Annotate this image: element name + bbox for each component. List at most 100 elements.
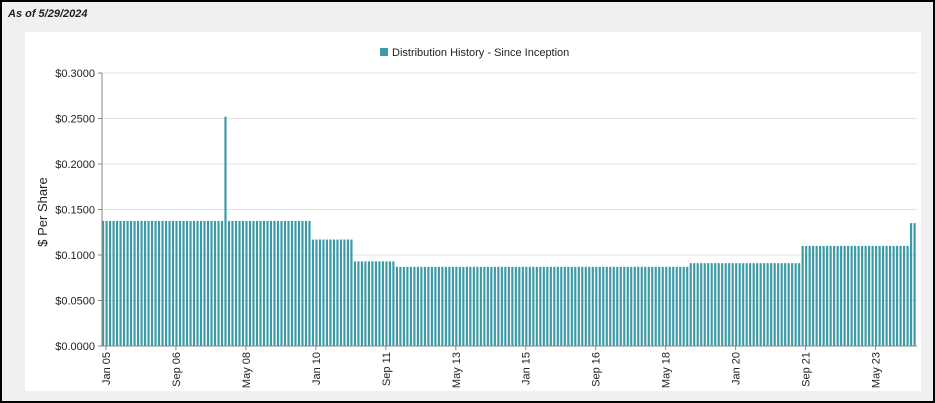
bar: [199, 220, 203, 347]
bar: [458, 266, 461, 346]
bar: [787, 263, 790, 346]
bar: [654, 266, 657, 346]
bar: [294, 220, 297, 347]
bar: [630, 266, 633, 346]
bar: [283, 220, 287, 347]
y-tick-label: $0.0000: [55, 341, 95, 353]
bar: [609, 266, 612, 346]
y-tick-label: $0.2500: [55, 114, 95, 126]
bar: [658, 266, 661, 346]
bar: [675, 266, 678, 346]
bar: [479, 266, 482, 346]
distribution-chart: $0.0000 $0.0500 $0.1000 $0.1500 $0.2000 $0.25…: [35, 47, 917, 388]
bar: [766, 263, 769, 346]
bar: [168, 220, 171, 347]
y-tick-label: $0.3000: [55, 68, 95, 80]
bar: [854, 245, 857, 346]
bar: [857, 245, 860, 346]
bar: [441, 266, 444, 346]
bar: [360, 261, 364, 346]
bar: [612, 266, 615, 346]
bar: [490, 266, 493, 346]
bar: [546, 266, 549, 346]
bar: [875, 245, 878, 346]
bar: [752, 263, 755, 346]
bar: [567, 266, 570, 346]
bar: [245, 220, 248, 347]
bar: [710, 263, 713, 346]
bar: [903, 245, 906, 346]
bar: [322, 239, 325, 346]
bar: [626, 266, 629, 346]
bar: [301, 220, 304, 347]
bar: [500, 266, 503, 346]
legend-label: Distribution History - Since Inception: [392, 47, 569, 59]
bar: [514, 266, 517, 346]
bar: [717, 263, 720, 346]
bar: [896, 245, 899, 346]
bar: [801, 245, 804, 346]
bar: [381, 261, 384, 346]
bar: [574, 266, 577, 346]
y-tick-label: $0.1500: [55, 205, 95, 217]
bar: [906, 245, 909, 346]
x-tick-label: Sep 06: [171, 352, 183, 387]
x-tick-label: Sep 21: [801, 352, 813, 387]
bar: [829, 245, 832, 346]
y-tick-label: $0.0500: [55, 296, 95, 308]
bar: [346, 239, 350, 346]
bar: [325, 239, 329, 346]
bar: [805, 245, 808, 346]
bar: [885, 245, 888, 346]
bars: [102, 116, 916, 347]
bar: [588, 266, 591, 346]
bar: [749, 263, 752, 346]
axes: [98, 72, 917, 350]
bar: [315, 239, 318, 346]
bar: [241, 220, 245, 347]
legend[interactable]: Distribution History - Since Inception: [380, 47, 569, 59]
bar: [889, 245, 892, 346]
bar: [507, 266, 510, 346]
bar: [203, 220, 206, 347]
bar: [864, 245, 867, 346]
bar: [595, 266, 598, 346]
bar: [451, 266, 454, 346]
bar: [339, 239, 343, 346]
bar: [455, 266, 458, 346]
bar: [661, 266, 664, 346]
bar: [868, 245, 871, 346]
bar: [262, 220, 266, 347]
bar: [528, 266, 531, 346]
bar: [105, 220, 108, 347]
y-tick-label: $0.1000: [55, 250, 95, 262]
bar: [504, 266, 507, 346]
bar: [133, 220, 136, 347]
bar: [290, 220, 294, 347]
x-tick-label: May 13: [451, 352, 463, 388]
bar: [910, 223, 913, 346]
bar: [416, 266, 419, 346]
bar: [185, 220, 189, 347]
bar: [707, 263, 710, 346]
bar: [413, 266, 416, 346]
bar: [476, 266, 479, 346]
bar: [808, 245, 811, 346]
bar: [833, 245, 836, 346]
bar: [399, 266, 402, 346]
bar: [689, 263, 692, 346]
bar: [350, 239, 353, 346]
y-axis-label: $ Per Share: [35, 177, 50, 246]
bar: [556, 266, 559, 346]
bar: [651, 266, 654, 346]
y-tick-labels: $0.0000 $0.0500 $0.1000 $0.1500 $0.2000 $0.25…: [55, 68, 95, 353]
bar: [150, 220, 154, 347]
bar: [420, 266, 423, 346]
bar: [539, 266, 542, 346]
bar: [444, 266, 447, 346]
bar: [679, 266, 682, 346]
bar: [882, 245, 885, 346]
bar: [647, 266, 650, 346]
bar: [129, 220, 133, 347]
bar: [798, 263, 801, 346]
